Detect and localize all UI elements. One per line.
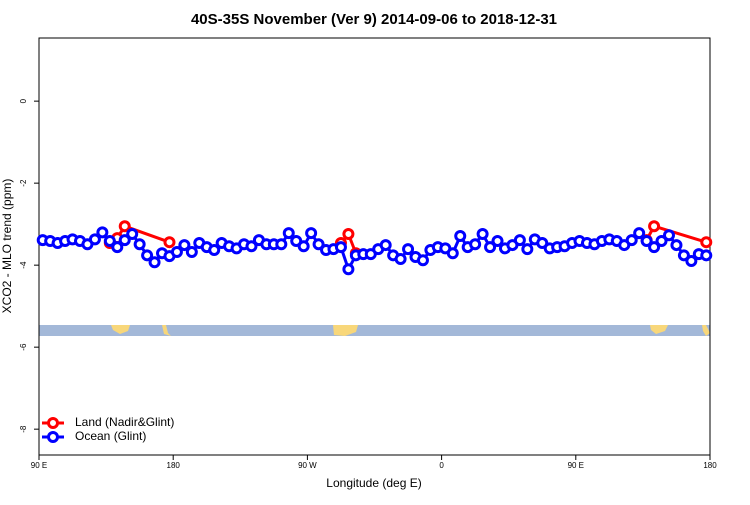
land-shape <box>333 325 358 336</box>
data-point <box>118 220 131 233</box>
data-point <box>633 227 646 240</box>
land-shape <box>702 325 710 336</box>
x-tick-label: 0 <box>439 461 444 470</box>
data-point <box>640 234 653 247</box>
data-point <box>282 227 295 240</box>
data-point <box>163 236 176 249</box>
data-point <box>521 243 534 256</box>
data-point <box>148 256 161 269</box>
y-tick-label: -4 <box>19 261 28 269</box>
data-point <box>297 240 310 253</box>
x-tick-label: 90 E <box>568 461 584 470</box>
data-point <box>476 227 489 240</box>
data-point <box>245 240 258 253</box>
data-point <box>685 255 698 268</box>
data-point <box>290 234 303 247</box>
data-point <box>141 249 154 262</box>
data-point <box>484 241 497 254</box>
data-point <box>133 238 146 251</box>
data-point <box>334 241 347 254</box>
data-point <box>513 234 526 247</box>
y-tick-label: -6 <box>19 343 28 351</box>
data-point <box>88 233 101 246</box>
data-point <box>208 243 221 256</box>
data-point <box>670 239 683 252</box>
data-point <box>677 249 690 262</box>
data-point <box>342 263 355 276</box>
data-point <box>700 249 713 262</box>
data-point <box>312 238 325 251</box>
x-tick-label: 90 W <box>298 461 317 470</box>
data-point <box>662 229 675 242</box>
data-point <box>111 241 124 254</box>
land-map <box>39 325 710 336</box>
data-point <box>469 238 482 251</box>
x-tick-label: 90 E <box>31 461 47 470</box>
data-point <box>126 227 139 240</box>
data-point <box>655 234 668 247</box>
x-axis-label: Longitude (deg E) <box>326 476 421 490</box>
data-point <box>170 246 183 259</box>
data-point <box>118 234 131 247</box>
data-point <box>103 234 116 247</box>
land-shape <box>650 325 668 334</box>
legend-marker <box>47 431 59 443</box>
data-point <box>536 237 549 250</box>
y-tick-label: -8 <box>19 425 28 433</box>
data-point <box>275 238 288 251</box>
data-point <box>96 226 109 239</box>
data-point <box>625 234 638 247</box>
y-axis-label: XCO2 - MLO trend (ppm) <box>0 179 14 314</box>
land-shape <box>162 325 171 336</box>
legend-marker <box>47 417 59 429</box>
legend-label: Land (Nadir&Glint) <box>75 415 174 429</box>
data-point <box>185 246 198 259</box>
data-point <box>178 239 191 252</box>
x-tick-label: 180 <box>703 461 717 470</box>
data-point <box>700 236 713 249</box>
data-point <box>446 247 459 260</box>
data-point <box>305 227 318 240</box>
data-point <box>648 241 661 254</box>
data-point <box>454 230 467 243</box>
land-shape <box>111 325 130 334</box>
data-point <box>379 239 392 252</box>
y-tick-label: 0 <box>19 98 28 103</box>
legend-label: Ocean (Glint) <box>75 429 146 443</box>
data-point <box>402 243 415 256</box>
x-tick-label: 180 <box>167 461 181 470</box>
ocean-strip <box>39 325 710 336</box>
data-point <box>648 220 661 233</box>
data-point <box>491 234 504 247</box>
data-point <box>342 227 355 240</box>
y-tick-label: -2 <box>19 179 28 187</box>
chart-title: 40S-35S November (Ver 9) 2014-09-06 to 2… <box>191 11 557 28</box>
data-point <box>394 253 407 266</box>
data-point <box>416 254 429 267</box>
